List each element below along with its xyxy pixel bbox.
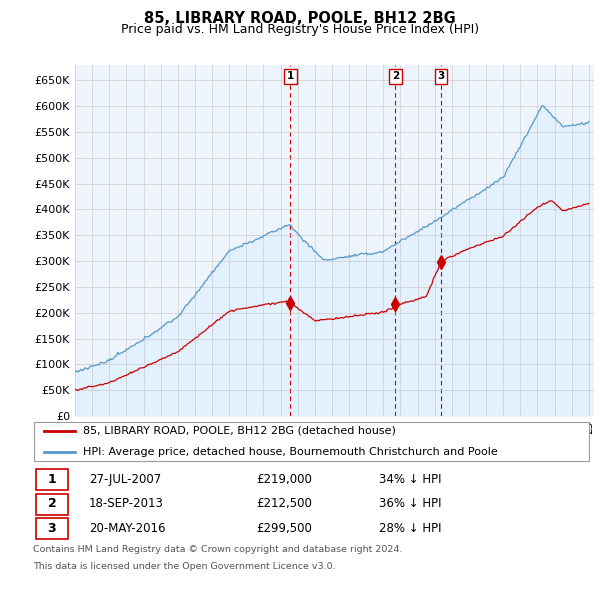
Text: HPI: Average price, detached house, Bournemouth Christchurch and Poole: HPI: Average price, detached house, Bour… [83, 447, 498, 457]
Text: 1: 1 [47, 473, 56, 486]
FancyBboxPatch shape [36, 494, 68, 514]
Text: 27-JUL-2007: 27-JUL-2007 [89, 473, 161, 486]
Text: £219,000: £219,000 [256, 473, 312, 486]
Text: 1: 1 [287, 71, 294, 81]
FancyBboxPatch shape [34, 422, 589, 461]
Text: 85, LIBRARY ROAD, POOLE, BH12 2BG (detached house): 85, LIBRARY ROAD, POOLE, BH12 2BG (detac… [83, 426, 396, 435]
Text: 36% ↓ HPI: 36% ↓ HPI [379, 497, 442, 510]
Text: 20-MAY-2016: 20-MAY-2016 [89, 522, 166, 535]
FancyBboxPatch shape [36, 519, 68, 539]
Text: 2: 2 [392, 71, 399, 81]
Text: Price paid vs. HM Land Registry's House Price Index (HPI): Price paid vs. HM Land Registry's House … [121, 23, 479, 36]
Text: 28% ↓ HPI: 28% ↓ HPI [379, 522, 442, 535]
Text: 18-SEP-2013: 18-SEP-2013 [89, 497, 164, 510]
FancyBboxPatch shape [36, 470, 68, 490]
Text: This data is licensed under the Open Government Licence v3.0.: This data is licensed under the Open Gov… [33, 562, 335, 571]
Text: 3: 3 [47, 522, 56, 535]
Text: 34% ↓ HPI: 34% ↓ HPI [379, 473, 442, 486]
Text: 2: 2 [47, 497, 56, 510]
Text: Contains HM Land Registry data © Crown copyright and database right 2024.: Contains HM Land Registry data © Crown c… [33, 545, 403, 554]
Text: £299,500: £299,500 [256, 522, 312, 535]
Text: £212,500: £212,500 [256, 497, 312, 510]
Text: 3: 3 [437, 71, 445, 81]
Text: 85, LIBRARY ROAD, POOLE, BH12 2BG: 85, LIBRARY ROAD, POOLE, BH12 2BG [144, 11, 456, 25]
